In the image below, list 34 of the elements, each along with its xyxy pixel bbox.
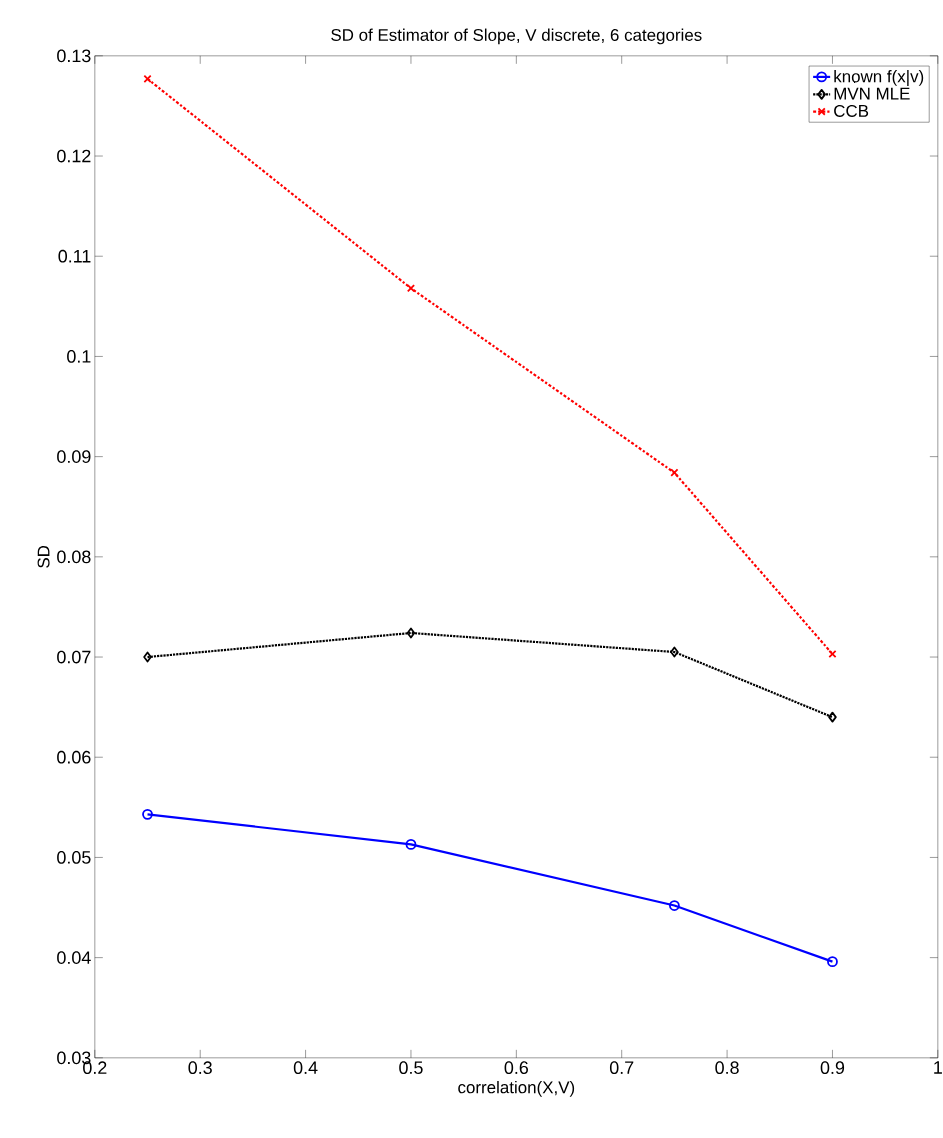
x-tick-label: 0.5 (399, 1061, 423, 1075)
y-tick-label: 0.12 (57, 149, 91, 163)
y-tick-label: 0.08 (57, 550, 91, 564)
point (406, 284, 416, 293)
point (406, 627, 416, 639)
x-tick-label: 0.4 (293, 1061, 318, 1075)
x-axis-title: correlation(X,V) (458, 1080, 575, 1097)
point (143, 651, 152, 663)
legend-label: MVN MLE (834, 87, 910, 100)
y-tick-label: 0.13 (57, 49, 91, 63)
y-tick-label: 0.09 (57, 450, 91, 463)
legend-label: CCB (834, 104, 869, 117)
chart-title: SD of Estimator of Slope, V discrete, 6 categories (331, 28, 702, 45)
x-tick-label: 0.7 (609, 1061, 634, 1075)
point (142, 808, 153, 820)
x-tick-label: 0.6 (504, 1061, 529, 1075)
x-tick-label: 0.8 (715, 1061, 739, 1075)
y-tick-label: 0.04 (57, 951, 91, 964)
y-tick-label: 0.1 (67, 350, 91, 363)
x-tick-label: 0.9 (820, 1061, 845, 1075)
y-tick-label: 0.05 (57, 851, 91, 864)
x-tick-label: 0.3 (188, 1061, 212, 1075)
x-tick-label: 1 (934, 1061, 942, 1074)
y-axis-title: SD (37, 545, 50, 568)
point (669, 900, 680, 911)
legend-label: known f(x|v) (834, 70, 924, 86)
y-tick-label: 0.06 (57, 750, 91, 764)
point (827, 956, 838, 968)
y-tick-label: 0.07 (57, 650, 91, 664)
point (670, 468, 679, 477)
point (828, 711, 837, 723)
point (405, 839, 417, 850)
y-tick-label: 0.11 (58, 249, 91, 263)
point (670, 646, 679, 658)
